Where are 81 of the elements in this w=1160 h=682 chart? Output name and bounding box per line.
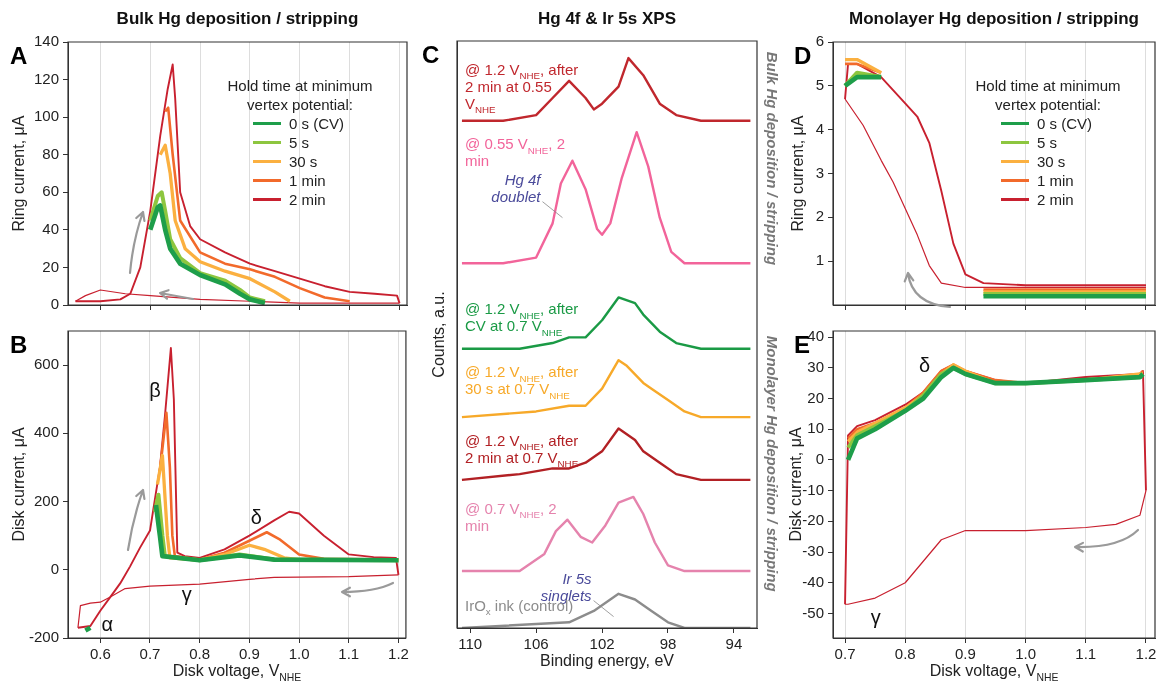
annotation: β [149,379,161,402]
x-axis-title: Binding energy, eV [539,652,675,669]
legend-label: 1 min [1037,171,1074,190]
y-tick-label: 140 [33,32,59,50]
y-tick-label: 0 [815,450,824,468]
y-tick-label: -20 [802,511,824,529]
x-tick-label: 0.7 [139,645,161,663]
annotation: Hg 4f doublet [491,170,543,205]
y-tick-label: 100 [33,107,59,125]
x-tick-label: 0.9 [954,645,976,663]
x-tick-label: 98 [659,635,677,653]
legend-label: 1 min [289,171,326,190]
x-tick-label: 0.6 [89,645,111,663]
legend-label: 30 s [289,152,318,171]
y-tick-label: 2 [815,207,824,225]
y-axis-title: Counts, a.u. [430,291,447,378]
x-tick-label: 1.2 [388,645,409,663]
x-tick-label: 1.2 [1135,645,1157,663]
y-tick-label: -50 [802,603,824,621]
y-tick-label: 0 [50,295,59,313]
y-tick-label: 40 [807,327,824,345]
legend-label: 5 s [289,133,310,152]
x-tick-label: 1.0 [288,645,310,663]
y-tick-label: -10 [802,480,824,498]
x-tick-label: 1.0 [1015,645,1037,663]
y-tick-label: 600 [33,355,59,373]
y-tick-label: 10 [807,419,824,437]
y-tick-label: 40 [42,220,59,237]
y-tick-label: 80 [42,144,59,162]
legend-title: Hold time at minimum vertex potential: [974,76,1122,114]
text: D [794,42,812,69]
y-axis-title: Disk current, μA [787,427,804,542]
x-tick-label: 110 [458,635,483,653]
text: Bulk Hg deposition / stripping [764,51,781,266]
x-tick-label: 0.9 [238,645,260,663]
text: Monolayer Hg deposition / stripping [764,335,781,592]
y-tick-label: 0 [50,559,59,577]
x-tick-label: 102 [589,635,615,653]
y-tick-label: 20 [807,388,824,406]
text: C [422,41,440,68]
annotation: γ [870,605,881,628]
y-axis-title: Disk current, μA [10,427,27,542]
x-tick-label: 106 [523,635,549,653]
annotation: δ [918,353,931,376]
y-tick-label: 1 [815,251,824,269]
x-tick-label: 0.7 [834,645,856,663]
x-tick-label: 94 [725,635,743,653]
y-tick-label: 4 [815,119,824,137]
text: A [10,42,28,69]
y-tick-label: 30 [807,357,824,375]
y-tick-label: 3 [815,163,824,181]
annotation: γ [181,582,192,605]
legend-label: 2 min [1037,190,1074,209]
legend-label: 0 s (CV) [1037,114,1093,133]
annotation: δ [250,505,262,528]
legend-title: Hold time at minimum vertex potential: [226,76,374,114]
legend-label: 0 s (CV) [289,114,345,133]
y-tick-label: 200 [33,491,59,509]
text: B [10,331,28,358]
y-tick-label: -40 [802,572,824,590]
legend-label: 30 s [1037,152,1066,171]
chart-title: Bulk Hg deposition / stripping [116,9,359,28]
y-tick-label: 400 [33,423,59,441]
y-tick-label: 20 [42,257,59,275]
chart-title: Monolayer Hg deposition / stripping [849,9,1139,28]
y-axis-title: Ring current, μA [789,115,806,232]
y-tick-label: 60 [42,182,59,200]
legend-label: 5 s [1037,133,1058,152]
y-tick-label: -30 [802,542,824,560]
annotation: α [101,612,114,635]
legend-label: 2 min [289,190,326,209]
chart-title: Hg 4f & Ir 5s XPS [538,9,676,28]
x-tick-label: 0.8 [189,645,211,663]
y-tick-label: 5 [815,75,824,93]
y-tick-label: 120 [33,69,59,87]
x-tick-label: 0.8 [894,645,916,663]
x-tick-label: 1.1 [1075,645,1097,663]
x-tick-label: 1.1 [338,645,360,663]
y-tick-label: 6 [815,32,824,50]
y-tick-label: -200 [28,628,59,646]
y-axis-title: Ring current, μA [10,115,27,232]
